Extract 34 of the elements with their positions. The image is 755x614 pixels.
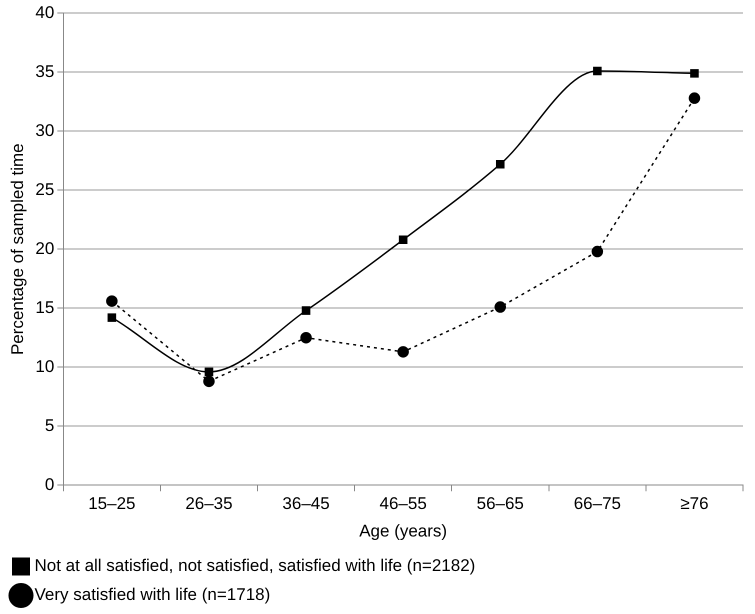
point — [397, 346, 409, 358]
x-tick-label: 36–45 — [282, 494, 330, 514]
y-tick-label: 35 — [35, 62, 54, 81]
point — [688, 92, 700, 104]
point — [106, 295, 118, 307]
point — [203, 376, 215, 388]
y-tick-label: 10 — [35, 356, 54, 376]
point — [302, 306, 310, 315]
point — [398, 235, 408, 244]
point — [496, 160, 505, 169]
y-axis-title: Percentage of sampled time — [8, 143, 27, 356]
y-tick-label: 30 — [35, 120, 54, 140]
y-tick-label: 5 — [44, 416, 54, 435]
point — [204, 368, 214, 376]
legend-label: Very satisfied with life (n=1718) — [34, 585, 270, 604]
y-tick-label: 20 — [35, 238, 54, 258]
x-tick-label: 56–65 — [476, 494, 524, 514]
x-axis-title: Age (years) — [359, 521, 448, 540]
point — [108, 313, 116, 322]
x-tick-label: ≥76 — [680, 494, 709, 514]
y-tick-label: 15 — [35, 298, 54, 317]
x-tick-label: 15–25 — [88, 494, 136, 514]
y-tick-label: 0 — [44, 474, 54, 494]
legend-label: Not at all satisfied, not satisfied, satisfied with life (n=2182) — [34, 556, 476, 576]
y-tick-label: 40 — [35, 2, 54, 22]
point — [592, 246, 604, 258]
point — [300, 332, 312, 344]
point — [494, 301, 506, 313]
point — [593, 66, 602, 76]
point — [690, 69, 699, 78]
x-tick-label: 26–35 — [185, 494, 233, 514]
x-tick-label: 46–55 — [380, 494, 427, 514]
x-tick-label: 66–75 — [574, 494, 621, 514]
y-tick-label: 25 — [35, 180, 54, 199]
